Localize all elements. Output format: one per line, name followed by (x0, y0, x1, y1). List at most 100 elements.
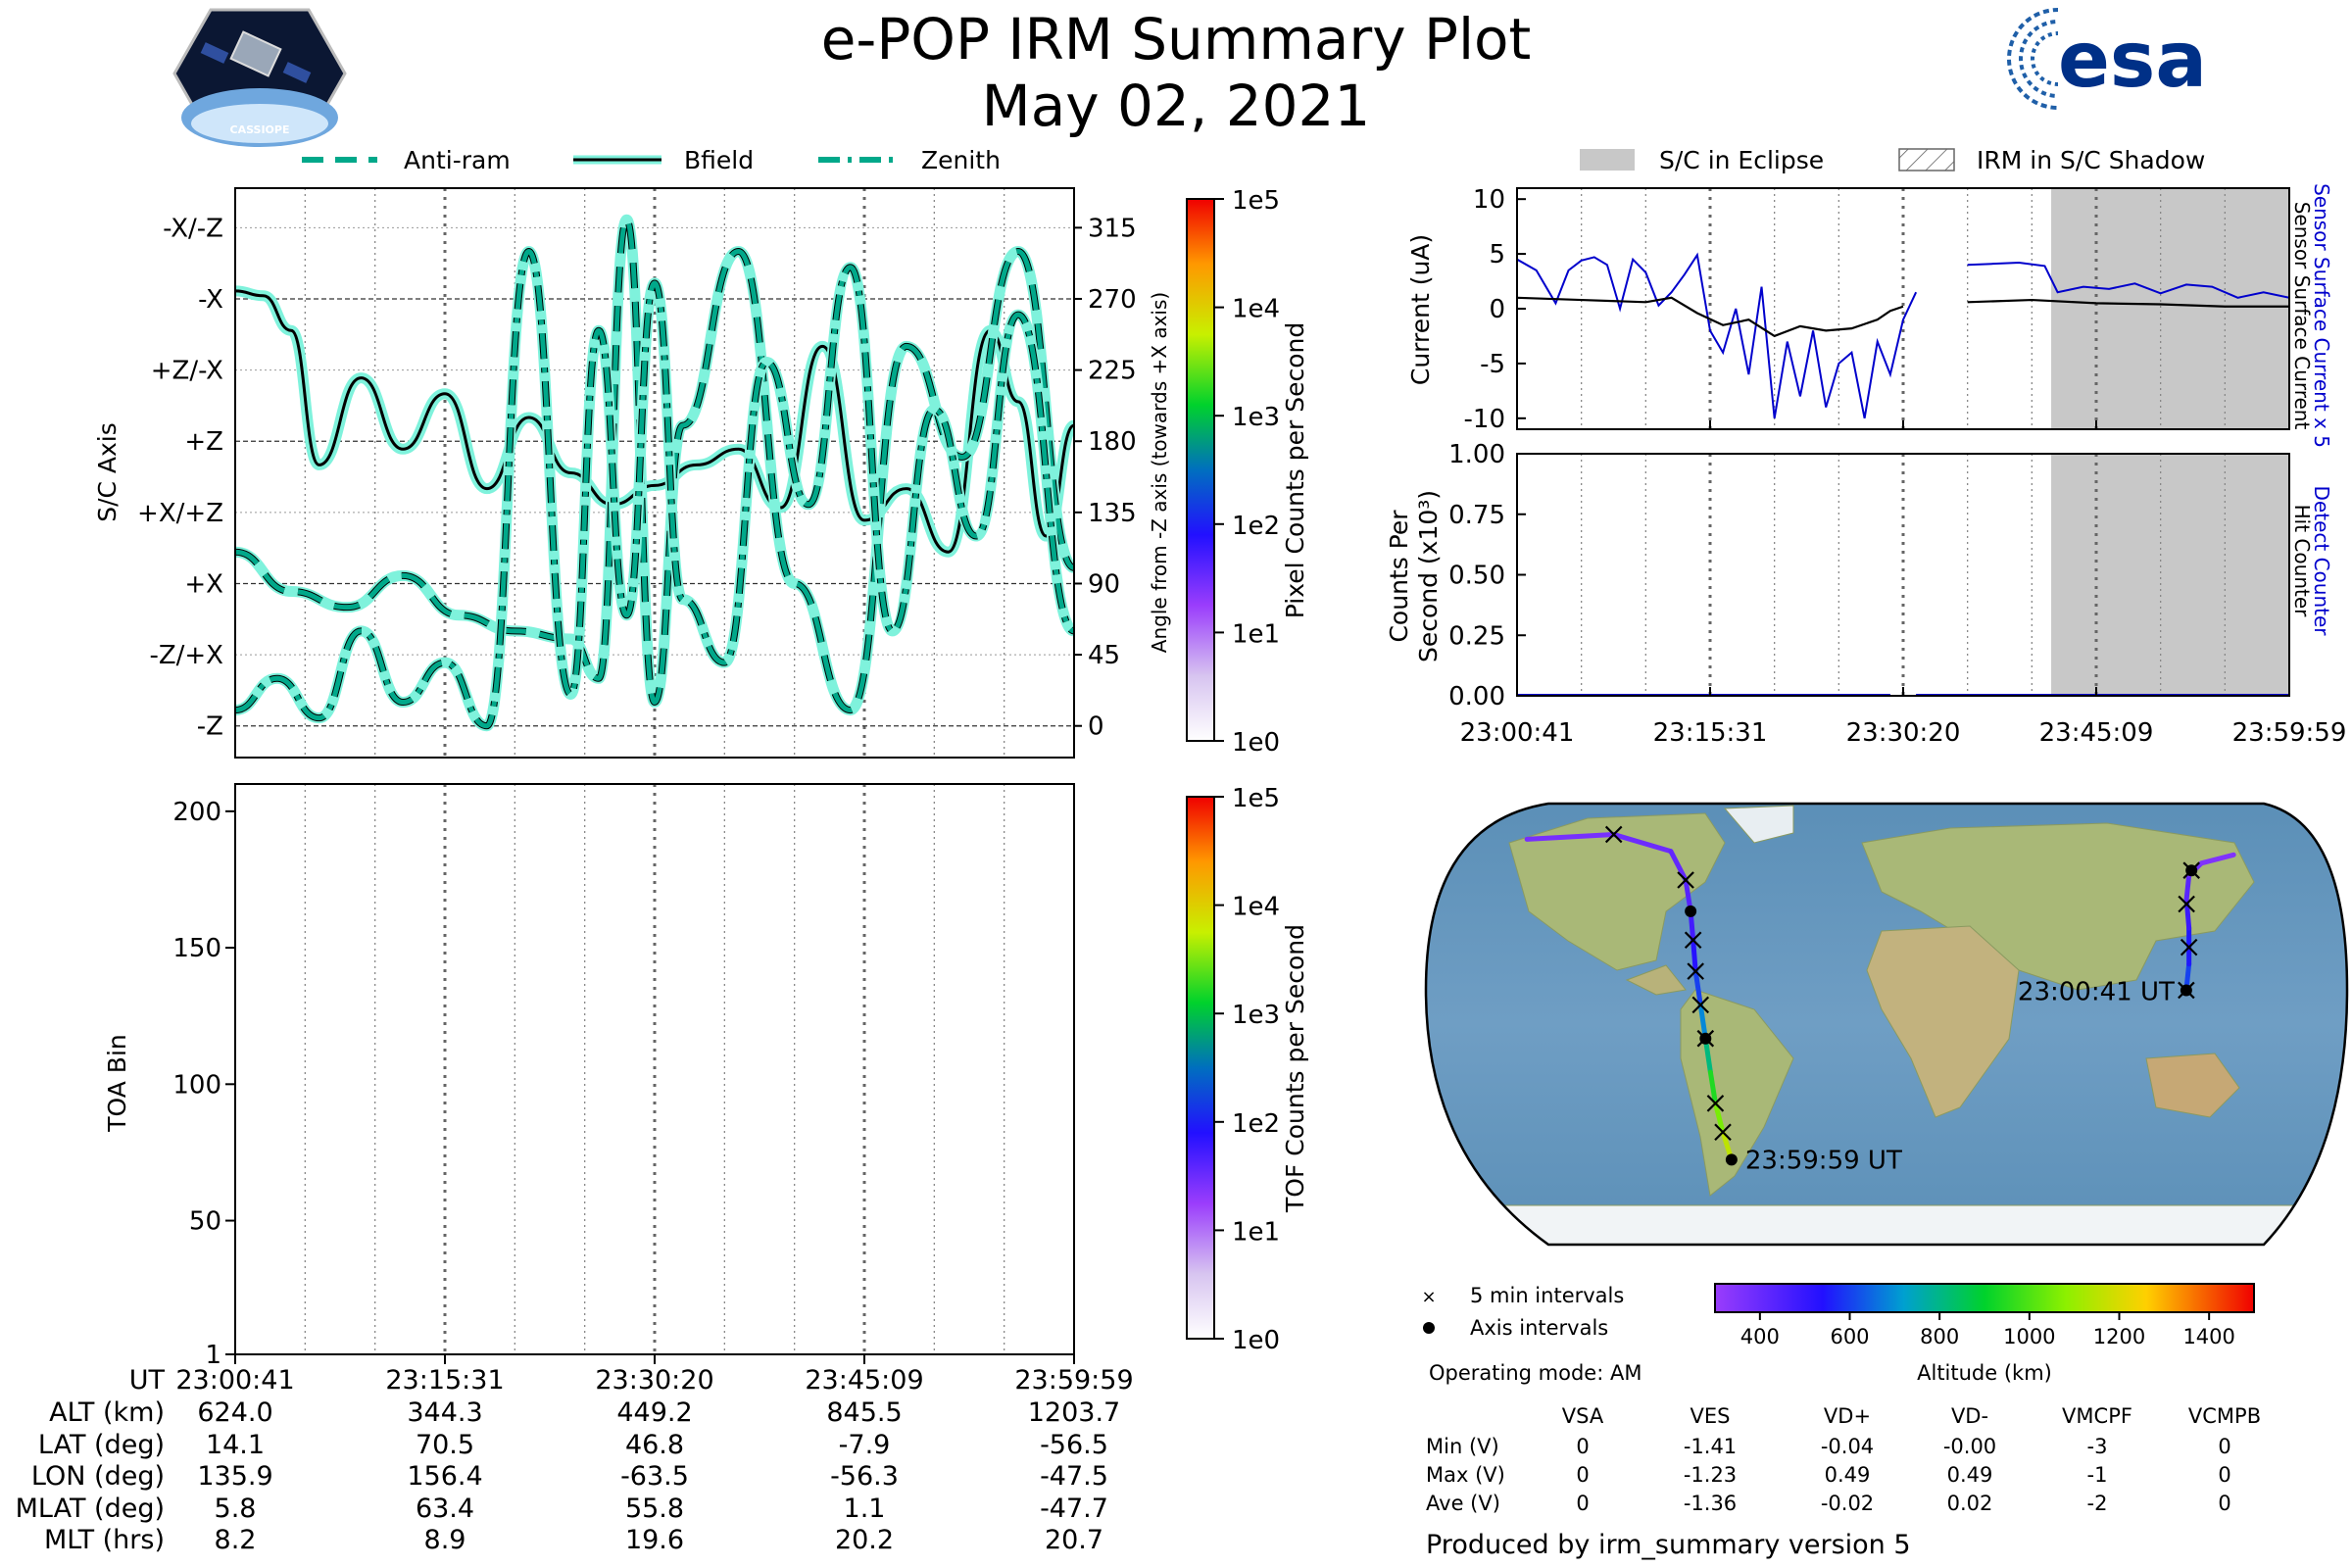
time-axis-label: 23:15:31 (1653, 718, 1768, 748)
angle-tick: 0 (1088, 712, 1104, 742)
five-min-marker (2180, 938, 2198, 956)
colorbar-tick-label: 1e2 (1232, 1109, 1280, 1139)
angle-tick: 90 (1088, 569, 1120, 599)
pixel-colorbar-ticks: 1e5 1e4 1e3 1e2 1e1 1e0 (1214, 186, 1280, 758)
voltage-cell: 0 (2218, 1463, 2230, 1487)
table-cell: 20.2 (835, 1525, 894, 1555)
voltage-row-label: Ave (V) (1426, 1492, 1500, 1515)
table-cell: 23:30:20 (595, 1365, 713, 1396)
angle-tick: 270 (1088, 285, 1137, 315)
tof-colorbar-gradient (1186, 796, 1215, 1340)
land-greenland (1723, 805, 1794, 844)
time-axis-label: 23:45:09 (2039, 718, 2154, 748)
five-min-marker (1684, 931, 1702, 950)
counts-panel-y2label-blue: Detect Counter (2310, 486, 2333, 637)
legend-zenith-label: Zenith (921, 146, 1001, 174)
current-panel-legend: S/C in Eclipse IRM in S/C Shadow (1580, 146, 2205, 174)
axis-time-marker (2185, 864, 2198, 877)
table-cell: 23:15:31 (385, 1365, 504, 1396)
footer-credit: Produced by irm_summary version 5 (1426, 1530, 1911, 1560)
voltage-header: VES (1690, 1404, 1731, 1428)
toa-tick-label: 150 (172, 934, 221, 963)
colorbar-tick-label: 1e4 (1232, 893, 1280, 922)
table-row-header: LAT (deg) (38, 1430, 165, 1460)
y-tick-label: 0.25 (1448, 621, 1505, 651)
y-tick-label: 5 (1489, 240, 1505, 270)
altitude-tick-label: 600 (1830, 1325, 1869, 1348)
voltage-header: VD- (1951, 1404, 1988, 1428)
voltage-header: VMCPF (2062, 1404, 2132, 1428)
axis-panel-ticks: -X/-Z 315 -X 270 +Z/-X 225 +Z 180 +X/+Z 135 +X 90 -Z… (137, 214, 1137, 741)
five-min-marker (1706, 1095, 1725, 1112)
table-cell: 1203.7 (1028, 1397, 1120, 1428)
table-cell: 55.8 (625, 1494, 684, 1524)
y-tick-label: 0 (1489, 295, 1505, 324)
colorbar-tick-label: 1e4 (1232, 295, 1280, 324)
legend-bfield-label: Bfield (684, 146, 754, 174)
satellite-icon (229, 30, 282, 77)
cross-marker-icon: × (1421, 1287, 1436, 1307)
altitude-tick-label: 400 (1740, 1325, 1780, 1348)
table-cell: 63.4 (416, 1494, 474, 1524)
table-cell: -56.5 (1040, 1430, 1108, 1460)
colorbar-tick-label: 1e5 (1232, 186, 1280, 216)
axis-time-marker (1685, 905, 1697, 917)
angle-tick: 45 (1088, 641, 1120, 670)
tof-colorbar-ticks: 1e5 1e4 1e3 1e2 1e1 1e0 (1214, 784, 1280, 1355)
voltage-cell: 0 (2218, 1435, 2230, 1458)
voltage-cell: -3 (2087, 1435, 2108, 1458)
cassiope-badge: CASSIOPE (172, 8, 347, 147)
colorbar-tick-label: 1e2 (1232, 512, 1280, 541)
colorbar-tick-label: 1e1 (1232, 1217, 1280, 1247)
y-tick-label: -10 (1464, 405, 1505, 434)
table-cell: 135.9 (197, 1461, 272, 1492)
sc-axis-tick: -X/-Z (163, 214, 223, 243)
voltage-cell: -0.02 (1821, 1492, 1874, 1515)
tof-colorbar-label: TOF Counts per Second (1281, 924, 1309, 1213)
pixel-colorbar-gradient (1186, 198, 1215, 742)
voltage-row-label: Max (V) (1426, 1463, 1505, 1487)
table-cell: 23:00:41 (175, 1365, 294, 1396)
colorbar-tick-label: 1e0 (1232, 728, 1280, 758)
legend-eclipse-label: S/C in Eclipse (1659, 146, 1824, 174)
sc-axis-tick: -Z (197, 712, 223, 742)
table-cell: 19.6 (625, 1525, 684, 1555)
orbit-track-segment (1668, 849, 1689, 883)
table-cell: 20.7 (1045, 1525, 1103, 1555)
pixel-colorbar-label: Pixel Counts per Second (1281, 322, 1309, 618)
angle-tick: 135 (1088, 499, 1137, 528)
five-min-marker (1687, 962, 1704, 980)
voltage-cell: 0 (1576, 1492, 1589, 1515)
five-min-marker (1691, 996, 1710, 1014)
orbit-marks (1604, 825, 2200, 1166)
table-cell: 8.9 (424, 1525, 466, 1555)
axis-panel-legend: Anti-ram Bfield Zenith (302, 146, 1001, 174)
table-cell: -47.5 (1040, 1461, 1108, 1492)
counts-panel-y2label-black: Hit Counter (2290, 505, 2314, 617)
table-row-header: UT (129, 1365, 166, 1396)
surface-current-line (1517, 296, 2289, 338)
counts-panel-ylabel-2: Second (x10³) (1414, 490, 1443, 662)
axis-panel: Anti-ram Bfield Zenith -X/-Z 315 -X 270 +Z/-… (93, 146, 1171, 759)
voltage-header: VSA (1562, 1404, 1604, 1428)
voltage-cell: 0 (1576, 1463, 1589, 1487)
legend-shadow-swatch (1898, 148, 1955, 172)
pixel-colorbar: 1e5 1e4 1e3 1e2 1e1 1e0 Pixel Counts per Seco… (1186, 186, 1309, 758)
counts-panel: 1.00 0.75 0.50 0.25 0.00 23:00:41 23:15:31 23:3… (1385, 440, 2346, 748)
voltage-cell: -1.41 (1684, 1435, 1737, 1458)
y-tick-label: 1.00 (1448, 440, 1505, 469)
voltage-table: VSA VES VD+ VD- VMCPF VCMPB Min (V) 0 -1.41 -0.04… (1426, 1404, 2261, 1515)
toa-tick-label: 50 (189, 1207, 221, 1237)
axis-time-marker (2180, 984, 2192, 997)
axis-panel-y2label: Angle from -Z axis (towards +X axis) (1148, 292, 1171, 653)
voltage-cell: 0 (1576, 1435, 1589, 1458)
orbit-track-segment (1692, 968, 1703, 1007)
y-tick-label: 10 (1473, 185, 1505, 215)
orbit-track-segment (1690, 937, 1698, 974)
five-min-marker (1677, 871, 1694, 889)
voltage-cell: -1.23 (1684, 1463, 1737, 1487)
table-cell: 449.2 (616, 1397, 692, 1428)
altitude-colorbar-label: Altitude (km) (1917, 1361, 2052, 1385)
colorbar-tick-label: 1e3 (1232, 403, 1280, 432)
